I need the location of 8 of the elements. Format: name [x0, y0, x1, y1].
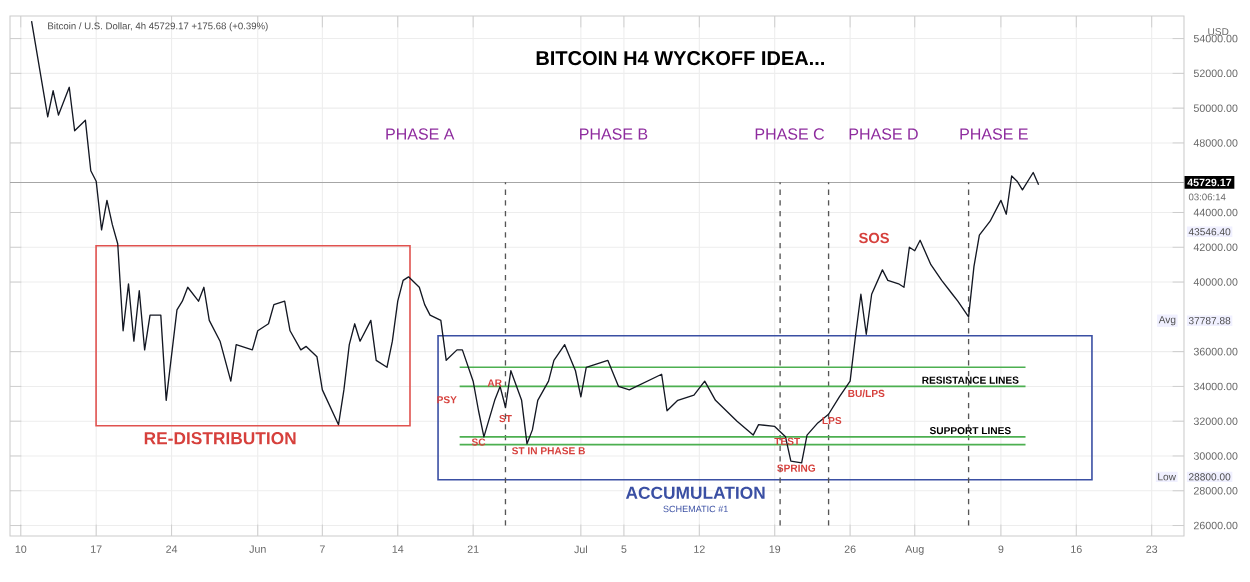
annotation: PHASE D — [849, 128, 918, 140]
annotation: RE-DISTRIBUTION — [144, 432, 296, 445]
annotation: PHASE C — [755, 128, 825, 140]
text: BITCOIN H4 WYCKOFF IDEA... — [536, 51, 824, 66]
annotation: PHASE B — [580, 128, 648, 140]
annotation: PHASE A — [386, 128, 455, 140]
annotation: ACCUMULATION — [625, 486, 765, 499]
annotation: PHASE E — [960, 128, 1028, 140]
